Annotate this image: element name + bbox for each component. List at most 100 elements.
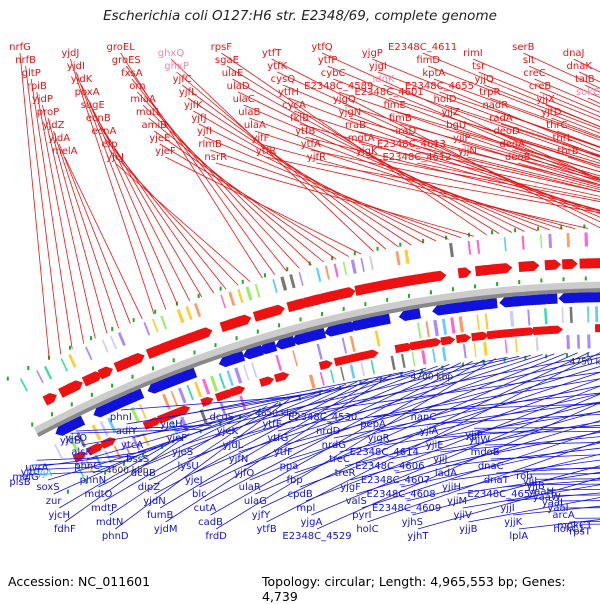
- feature-mark: [423, 350, 425, 364]
- forward-gene-arrow: [432, 271, 447, 282]
- reverse-gene-label: yjgR: [368, 433, 390, 444]
- tick-mark: [220, 287, 222, 291]
- reverse-gene-label: blc: [192, 489, 207, 500]
- forward-gene-label: fklB: [290, 113, 309, 124]
- reverse-gene-label: yjjB: [459, 524, 477, 535]
- reverse-gene-label: ytfE: [262, 419, 282, 430]
- forward-gene-label: sokC: [576, 87, 600, 98]
- feature-mark: [412, 352, 414, 366]
- reverse-gene-label: mdoB: [471, 447, 500, 458]
- forward-gene-arrow: [562, 259, 578, 269]
- tick-mark: [514, 228, 516, 232]
- forward-gene-label: yjgN: [339, 107, 362, 118]
- forward-gene-label: slt: [523, 55, 535, 66]
- feature-mark: [528, 309, 529, 325]
- feature-mark: [426, 321, 429, 337]
- forward-gene-label: ytfB: [295, 126, 315, 137]
- reverse-gene-label: E2348C_4614: [350, 447, 419, 458]
- forward-gene-label: ulaE: [222, 68, 244, 79]
- feature-mark: [187, 385, 193, 400]
- forward-gene-label: yjeF: [155, 146, 176, 157]
- forward-gene-label: yjdA: [48, 133, 70, 144]
- reverse-gene-label: lplA: [509, 531, 528, 542]
- feature-mark: [37, 370, 43, 383]
- reverse-gene-label: yjgA: [300, 517, 322, 528]
- forward-inner-gene-arrow: [548, 326, 563, 334]
- reverse-gene-label: yjeH: [160, 419, 182, 430]
- tick-mark: [496, 282, 498, 286]
- forward-gene-label: groES: [112, 55, 141, 66]
- tick-mark: [537, 227, 539, 231]
- feature-mark: [568, 335, 569, 349]
- feature-mark: [562, 307, 563, 323]
- tick-mark: [585, 276, 587, 280]
- forward-leader-line: [305, 137, 600, 229]
- forward-gene-label: yjgP: [362, 48, 383, 59]
- forward-gene-label: rpsF: [211, 42, 233, 53]
- feature-mark: [343, 262, 346, 276]
- forward-gene-label: yjeJ: [106, 152, 124, 163]
- forward-inner-gene-arrow: [471, 332, 489, 341]
- forward-gene-label: rpiB: [27, 81, 47, 92]
- tick-mark: [198, 294, 200, 298]
- forward-gene-label: ytfQ: [311, 42, 332, 53]
- feature-mark: [402, 354, 405, 368]
- reverse-gene-label: yjeS: [172, 447, 193, 458]
- tick-mark: [452, 287, 454, 291]
- forward-gene-arrow: [545, 260, 561, 271]
- reverse-leader-line: [575, 514, 600, 518]
- feature-mark: [321, 372, 325, 386]
- forward-gene-label: thrL: [552, 133, 572, 144]
- feature-mark: [371, 360, 374, 374]
- forward-gene-label: yjeE: [149, 133, 170, 144]
- feature-mark: [351, 365, 354, 379]
- forward-gene-label: yjgQ: [333, 94, 356, 105]
- feature-mark: [326, 266, 329, 280]
- tick-mark: [7, 377, 9, 381]
- feature-mark: [299, 272, 302, 286]
- forward-gene-label: fimE: [383, 100, 405, 111]
- feature-mark: [238, 289, 242, 302]
- forward-gene-label: idnK: [372, 74, 394, 85]
- forward-gene-label: serB: [512, 42, 534, 53]
- feature-mark: [418, 323, 421, 339]
- feature-mark: [469, 241, 471, 255]
- forward-inner-gene-arrow: [595, 324, 600, 332]
- forward-gene-arrow: [82, 371, 102, 386]
- forward-gene-label: radA: [489, 113, 513, 124]
- reverse-gene-label: E2348C_4609: [372, 503, 441, 514]
- forward-gene-label: orn: [129, 81, 145, 92]
- feature-mark: [443, 319, 445, 335]
- forward-gene-label: deoB: [505, 152, 531, 163]
- forward-gene-label: bgU: [446, 120, 466, 131]
- forward-gene-label: yjfJ: [191, 113, 206, 124]
- tick-mark: [111, 384, 113, 388]
- reverse-gene-label: ulaR: [239, 482, 261, 493]
- reverse-gene-label: E2348C_4530: [288, 412, 357, 423]
- forward-gene-label: yjfC: [173, 74, 192, 85]
- forward-gene-label: ecnA: [91, 126, 116, 137]
- feature-mark: [171, 391, 177, 406]
- reverse-gene-label: E2348C_4606: [355, 461, 424, 472]
- forward-gene-arrow: [458, 267, 472, 278]
- feature-mark: [523, 236, 524, 250]
- forward-gene-label: sugE: [81, 100, 105, 111]
- feature-mark: [236, 368, 241, 383]
- tick-mark: [343, 307, 345, 311]
- reverse-gene-label: E2348C_4607: [361, 475, 430, 486]
- feature-mark: [474, 343, 476, 357]
- reverse-gene-label: yjiH: [442, 482, 461, 493]
- forward-gene-label: yjjN: [458, 146, 477, 157]
- forward-gene-label: ytfH: [278, 87, 299, 98]
- reverse-gene-label: yjdN: [143, 496, 166, 507]
- feature-mark: [486, 313, 488, 329]
- forward-gene-label: fimD: [416, 55, 440, 66]
- feature-mark: [352, 260, 355, 274]
- forward-inner-gene-arrow: [230, 386, 246, 397]
- forward-gene-label: cycA: [282, 100, 306, 111]
- feature-mark: [335, 264, 338, 278]
- reverse-leader-line: [76, 425, 211, 431]
- reverse-gene-label: yjdM: [154, 524, 178, 535]
- feature-mark: [571, 307, 572, 323]
